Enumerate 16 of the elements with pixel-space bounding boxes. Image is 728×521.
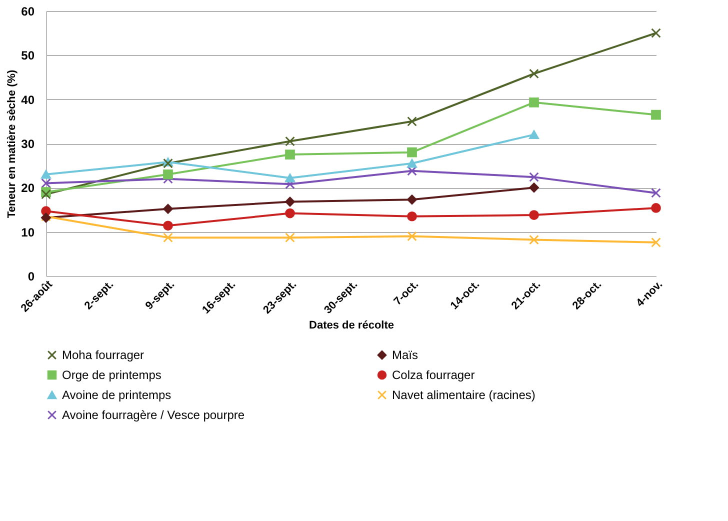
x-axis-title: Dates de récolte: [309, 320, 394, 332]
legend-label: Orge de printemps: [62, 368, 162, 382]
y-tick-label: 50: [21, 48, 35, 63]
legend-label: Colza fourrager: [392, 368, 475, 382]
legend-label: Navet alimentaire (racines): [392, 388, 536, 402]
y-tick-label: 20: [21, 181, 35, 196]
legend-label: Avoine fourragère / Vesce pourpre: [62, 408, 245, 422]
y-tick-label: 10: [21, 225, 35, 240]
legend-label: Maïs: [392, 348, 418, 362]
y-axis-title: Teneur en matière sèche (%): [6, 69, 18, 218]
legend-label: Moha fourrager: [62, 348, 144, 362]
y-tick-label: 40: [21, 92, 35, 107]
y-tick-label: 0: [28, 270, 35, 284]
y-tick-label: 60: [21, 4, 35, 18]
y-tick-label: 30: [21, 137, 35, 151]
legend-label: Avoine de printemps: [62, 388, 172, 402]
